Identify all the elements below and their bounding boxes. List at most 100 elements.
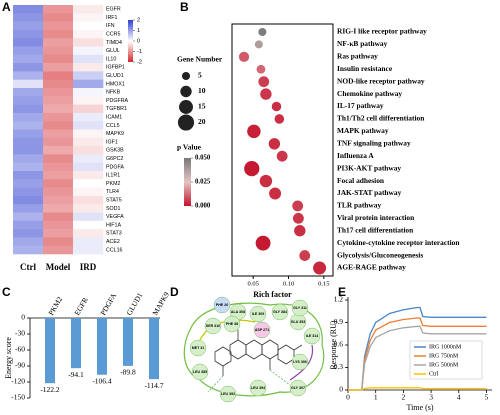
y-tick-label: 0.6 [334,340,344,349]
residue [191,363,209,381]
x-tick-label: 5 [485,393,489,402]
heatmap-cell [13,46,44,56]
x-tick-label: PKM2 [46,295,64,317]
colorbar-label: -2 [137,59,142,65]
heatmap-cell [13,54,44,64]
heatmap-cell [73,162,104,172]
residue [253,321,271,339]
heatmap-cell [73,54,104,64]
x-tick-label: GLUD1 [124,291,144,317]
bar [45,318,55,384]
heatmap-cell [43,212,74,222]
row-label: EGFR [106,7,121,13]
residue-label: GLY 384 [273,310,287,314]
heatmap-cell [43,245,74,255]
heatmap-cell [43,13,74,22]
bubble [268,138,281,150]
pathway-label: Influenza A [337,151,374,160]
pathway-label: Th17 cell differentiation [337,225,413,234]
residue-label: LEU 385 [193,370,207,374]
bubble [258,27,267,37]
heatmap-cell [43,195,74,205]
colorbar-label: 1 [137,28,140,34]
y-axis-title: Energy score [4,337,13,379]
pathway-label: PI3K-AKT pathway [337,163,401,172]
heatmap-cell [43,5,74,14]
y-tick-label: -30 [15,329,25,338]
series-line [348,317,487,391]
row-label: IGFBP1 [106,65,125,71]
pathway-label: Glycolysis/Gluconeogenesis [337,250,423,259]
residue [291,353,309,371]
pathway-label: Cytokine-cytokine receptor interaction [337,238,459,247]
heatmap-cell [13,245,44,255]
heatmap-cell [43,121,74,130]
residue [189,339,207,357]
heatmap-cell [73,13,104,22]
panel-label: B [180,0,189,14]
heatmap-cell [73,229,104,238]
panel-label: A [2,0,11,14]
heatmap-cell [13,129,44,139]
y-tick-label: 1.2 [334,295,344,304]
heatmap-cell [43,179,74,188]
bubble [292,200,304,212]
legend-label: Ctrl [429,371,439,377]
heatmap-cell [43,229,74,238]
heatmap-cell [73,5,104,14]
legend-label: IRG 1000nM [429,344,462,350]
heatmap-cell [13,179,44,188]
bubble [269,187,282,200]
pathway-label: RIG-I like receptor pathway [337,27,427,36]
heatmap-cell [43,237,74,246]
heatmap-cell [13,104,44,114]
x-axis-title: Time (s) [406,403,433,412]
value-label: -106.4 [92,376,112,385]
x-tick-label: EGFR [72,296,89,317]
heatmap-cell [43,104,74,114]
panel-label: D [170,285,179,299]
row-label: VEGFA [106,214,124,220]
value-label: -114.7 [144,381,163,390]
heatmap-cell [43,146,74,155]
residue [223,315,241,333]
size-legend-mark [177,114,195,131]
column-label: IRD [80,262,97,272]
residue-label: GLY 311 [293,306,307,310]
residue-label: ASP 271 [255,328,269,332]
residue [219,385,237,403]
residue-label: ILE 309 [252,312,265,316]
pocket-outline [199,319,256,341]
x-axis-title: Rich factor [253,290,292,299]
heatmap-cell [13,146,44,155]
bubble [260,88,272,100]
residue-label: SER 310 [206,324,220,328]
heatmap-cell [43,63,74,72]
size-legend-label: 5 [198,71,202,80]
bubble [276,150,288,162]
series-line [348,306,487,391]
ligand [214,330,303,376]
heatmap-cell [73,245,104,255]
column-label: Ctrl [20,262,36,272]
bar [149,318,159,380]
row-label: IFN [106,23,115,29]
heatmap-cell [73,112,104,122]
value-label: -122.2 [40,385,60,394]
heatmap-cell [13,96,44,105]
heatmap-cell [43,204,74,213]
colorbar-label: 0.000 [195,203,211,210]
heatmap-cell [13,220,44,230]
row-label: MAPK9 [106,131,124,137]
residue-label: ILE 314 [306,334,319,338]
heatmap-cell [13,154,44,163]
row-label: IL10 [106,56,116,62]
y-tick-label: -150 [11,393,25,402]
h-bond [207,317,291,393]
y-tick-label: 0.9 [334,317,344,326]
colorbar [128,20,133,62]
residue-label: MET 31 [192,346,205,350]
colorbar-label: 0.050 [195,155,211,162]
size-legend-label: 15 [198,102,206,111]
heatmap-cell [73,96,104,105]
